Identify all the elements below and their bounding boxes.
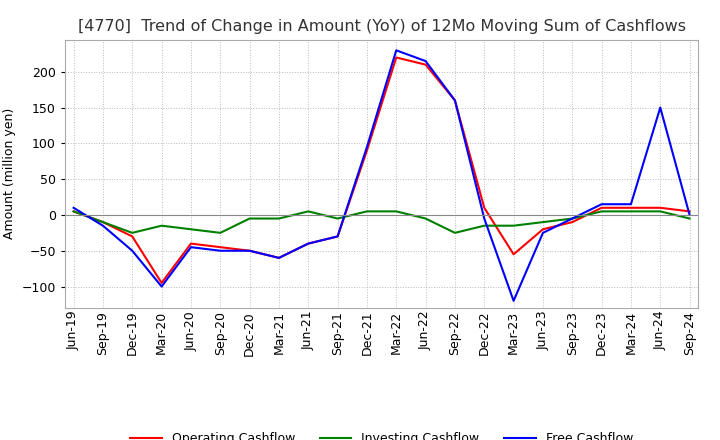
Free Cashflow: [451, 98, 459, 103]
Operating Cashflow: [568, 220, 577, 225]
Operating Cashflow: [656, 205, 665, 210]
Investing Cashflow: [186, 227, 195, 232]
Investing Cashflow: [274, 216, 283, 221]
Operating Cashflow: [598, 205, 606, 210]
Free Cashflow: [539, 230, 547, 235]
Investing Cashflow: [451, 230, 459, 235]
Line: Operating Cashflow: Operating Cashflow: [73, 58, 690, 283]
Investing Cashflow: [69, 209, 78, 214]
Free Cashflow: [656, 105, 665, 110]
Legend: Operating Cashflow, Investing Cashflow, Free Cashflow: Operating Cashflow, Investing Cashflow, …: [125, 427, 638, 440]
Free Cashflow: [216, 248, 225, 253]
Title: [4770]  Trend of Change in Amount (YoY) of 12Mo Moving Sum of Cashflows: [4770] Trend of Change in Amount (YoY) o…: [78, 19, 685, 34]
Operating Cashflow: [128, 234, 137, 239]
Free Cashflow: [246, 248, 254, 253]
Investing Cashflow: [363, 209, 372, 214]
Investing Cashflow: [539, 220, 547, 225]
Line: Free Cashflow: Free Cashflow: [73, 50, 690, 301]
Investing Cashflow: [216, 230, 225, 235]
Investing Cashflow: [568, 216, 577, 221]
Free Cashflow: [69, 205, 78, 210]
Free Cashflow: [186, 245, 195, 250]
Free Cashflow: [421, 59, 430, 64]
Free Cashflow: [157, 284, 166, 289]
Free Cashflow: [392, 48, 400, 53]
Free Cashflow: [274, 255, 283, 260]
Free Cashflow: [99, 223, 107, 228]
Operating Cashflow: [509, 252, 518, 257]
Investing Cashflow: [99, 220, 107, 225]
Operating Cashflow: [246, 248, 254, 253]
Investing Cashflow: [598, 209, 606, 214]
Investing Cashflow: [128, 230, 137, 235]
Y-axis label: Amount (million yen): Amount (million yen): [3, 108, 16, 239]
Free Cashflow: [363, 144, 372, 150]
Investing Cashflow: [626, 209, 635, 214]
Operating Cashflow: [480, 205, 489, 210]
Operating Cashflow: [216, 245, 225, 250]
Investing Cashflow: [246, 216, 254, 221]
Investing Cashflow: [421, 216, 430, 221]
Operating Cashflow: [69, 209, 78, 214]
Free Cashflow: [568, 216, 577, 221]
Investing Cashflow: [333, 216, 342, 221]
Investing Cashflow: [157, 223, 166, 228]
Operating Cashflow: [421, 62, 430, 67]
Operating Cashflow: [186, 241, 195, 246]
Operating Cashflow: [157, 280, 166, 286]
Free Cashflow: [509, 298, 518, 304]
Free Cashflow: [480, 216, 489, 221]
Investing Cashflow: [392, 209, 400, 214]
Operating Cashflow: [626, 205, 635, 210]
Investing Cashflow: [304, 209, 312, 214]
Line: Investing Cashflow: Investing Cashflow: [73, 211, 690, 233]
Operating Cashflow: [363, 148, 372, 153]
Investing Cashflow: [685, 216, 694, 221]
Operating Cashflow: [99, 220, 107, 225]
Investing Cashflow: [656, 209, 665, 214]
Investing Cashflow: [509, 223, 518, 228]
Operating Cashflow: [392, 55, 400, 60]
Operating Cashflow: [685, 209, 694, 214]
Operating Cashflow: [333, 234, 342, 239]
Operating Cashflow: [539, 227, 547, 232]
Free Cashflow: [685, 213, 694, 218]
Operating Cashflow: [274, 255, 283, 260]
Free Cashflow: [304, 241, 312, 246]
Free Cashflow: [333, 234, 342, 239]
Free Cashflow: [128, 248, 137, 253]
Free Cashflow: [598, 202, 606, 207]
Operating Cashflow: [451, 98, 459, 103]
Operating Cashflow: [304, 241, 312, 246]
Free Cashflow: [626, 202, 635, 207]
Investing Cashflow: [480, 223, 489, 228]
